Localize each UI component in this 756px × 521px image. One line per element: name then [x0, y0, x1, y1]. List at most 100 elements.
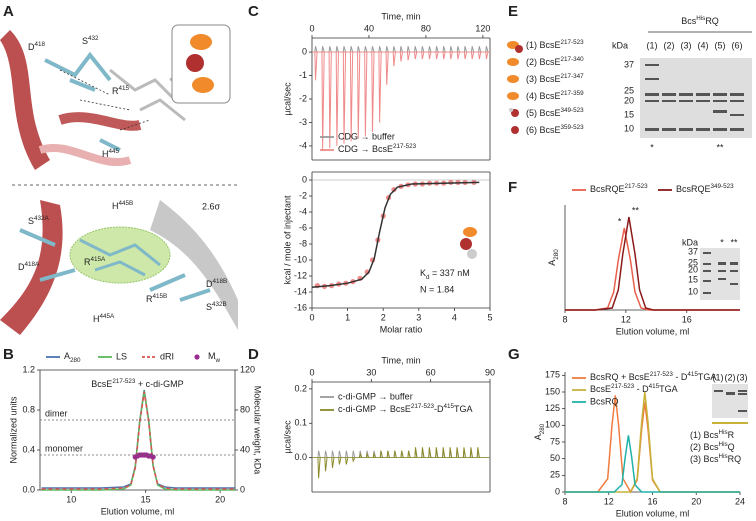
injection-peak: [331, 450, 335, 458]
inset-lane: (3): [737, 372, 748, 382]
text-part: S: [206, 302, 212, 312]
lane-label: (5): [715, 40, 726, 50]
x-tick-label: 12: [621, 314, 631, 324]
y-tick-label: 0: [302, 46, 307, 56]
injection-peak: [358, 452, 363, 458]
text-part: A: [533, 434, 543, 440]
panel-label: E: [508, 3, 518, 20]
series-line: [41, 390, 235, 491]
injection-peak: [463, 46, 468, 53]
text-part: 217-523: [411, 403, 435, 410]
injection-peak: [435, 46, 439, 53]
inset-marker: 37: [688, 246, 698, 256]
inset-marker: 25: [688, 257, 698, 267]
text-part: BcsE: [590, 384, 611, 394]
injection-peak: [421, 51, 425, 60]
text-part: 217-523: [561, 39, 585, 46]
injection-peak: [476, 447, 480, 458]
text-part: 359-523: [561, 124, 585, 131]
injection-peak: [421, 46, 425, 53]
inset-key: (3) BcsHisRQ: [690, 453, 741, 464]
y-tick-label: 0: [302, 174, 307, 184]
text-part: D: [206, 279, 213, 289]
y-tick-label: 150: [545, 386, 560, 396]
text-part: 217-523: [650, 371, 674, 378]
text-part: 418B: [213, 278, 228, 285]
x-axis-label: Molar ratio: [380, 324, 423, 334]
x-tick-label: 8: [562, 496, 567, 506]
y-tick-label: 1.2: [22, 364, 35, 374]
text-part: (4) BcsE: [526, 91, 561, 101]
x-tick-label: 40: [364, 23, 374, 33]
inset-lane: (1): [713, 372, 724, 382]
x-axis-label: Time, min: [381, 11, 420, 21]
legend-label: c-di-GMP → buffer: [338, 391, 413, 401]
injection-peak: [378, 52, 382, 123]
text-part: 280: [70, 357, 81, 364]
injection-peak: [317, 450, 321, 458]
x-tick-label: 60: [426, 367, 436, 377]
text-part: -D: [434, 404, 444, 414]
text-part: Bcs: [681, 16, 697, 26]
x-axis-label: Time, min: [381, 355, 420, 365]
construct-label: (3) BcsE217-347: [526, 73, 584, 84]
y-tick-label: -14: [294, 286, 307, 296]
text-part: c-di-GMP → BcsE: [338, 404, 411, 414]
text-part: 432A: [34, 215, 50, 222]
injection-peak: [349, 52, 354, 142]
text-part: M: [208, 351, 216, 361]
y-tick-label: 0.2: [294, 383, 307, 393]
injection-peak: [324, 450, 328, 458]
x-tick-label: 80: [421, 23, 431, 33]
x-tick-label: 24: [735, 496, 745, 506]
x-tick-label: 20: [215, 494, 225, 504]
y-axis-label: Normalized units: [8, 396, 18, 464]
x-tick-label: 2: [381, 312, 386, 322]
series-line: [565, 216, 740, 311]
text-part: BcsRQ + BcsE: [590, 372, 650, 382]
peak-mark: **: [632, 205, 640, 215]
text-part: w: [215, 357, 221, 364]
text-part: R: [728, 430, 735, 440]
panel-label: C: [248, 3, 259, 20]
inset-key: (1) BcsHisR: [690, 429, 735, 440]
y-tick-label: 0: [555, 486, 560, 496]
text-part: (1) BcsE: [526, 40, 561, 50]
x-tick-label: 16: [682, 314, 692, 324]
series-line: [41, 391, 235, 490]
band-mark: *: [650, 142, 654, 152]
x-tick-label: 20: [691, 496, 701, 506]
panel-label: G: [508, 346, 520, 363]
injection-peak: [385, 52, 389, 85]
y-axis-label: A280: [547, 249, 560, 266]
injection-peak: [428, 46, 432, 53]
inset-key: (2) BcsHisQ: [690, 441, 735, 452]
text-part: 432: [88, 35, 99, 42]
residue-label: S432: [82, 35, 99, 46]
injection-peak: [435, 51, 439, 60]
gel-header: BcsHisRQ: [681, 15, 719, 26]
injection-peak: [392, 46, 396, 53]
legend-label: c-di-GMP → BcsE217-523-D415TGA: [338, 403, 472, 414]
injection-peak: [331, 457, 335, 469]
injection-peak: [407, 450, 411, 458]
injection-peak: [321, 52, 325, 151]
injection-peak: [449, 46, 453, 53]
y-tick-label: -1: [299, 70, 307, 80]
injection-peak: [357, 46, 361, 53]
series-line: [565, 435, 740, 493]
text-part: (1) Bcs: [690, 430, 719, 440]
injection-peak: [365, 452, 370, 458]
injection-peak: [470, 46, 475, 53]
y-tick-label: 0.0: [22, 484, 35, 494]
text-part: D: [18, 262, 25, 272]
y-tick-label: -2: [299, 190, 307, 200]
text-part: 217-523: [393, 143, 417, 150]
injection-peak: [455, 447, 460, 458]
injection-peak: [379, 450, 383, 458]
text-part: His: [719, 453, 728, 460]
y-tick-label: 0.4: [22, 444, 35, 454]
injection-peak: [352, 457, 356, 463]
residue-label: S432B: [206, 301, 227, 312]
y-tick-label: -10: [294, 254, 307, 264]
